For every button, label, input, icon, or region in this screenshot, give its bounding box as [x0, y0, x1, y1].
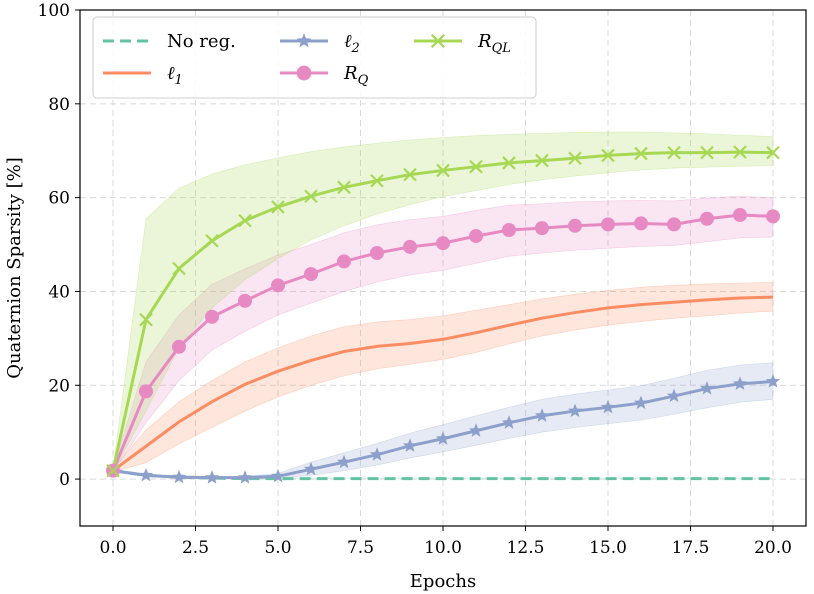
series-4-point [238, 213, 252, 228]
series-4-point [337, 180, 351, 195]
series-4-point [271, 200, 285, 214]
series-2-point [171, 469, 187, 484]
series-3-point [535, 221, 549, 236]
x-tick-label: 5.0 [264, 538, 291, 558]
series-3-point [304, 267, 318, 282]
series-2-point [270, 468, 286, 483]
series-0-band [112, 470, 773, 479]
series-4-point [502, 156, 516, 170]
series-3-point [172, 339, 186, 354]
confidence-bands [112, 131, 774, 479]
series-2-point [402, 438, 418, 452]
series-4-point [370, 173, 384, 188]
series-3-point [502, 223, 516, 238]
series-4-point [436, 163, 450, 178]
series-2-point [435, 431, 451, 445]
series-3-point [337, 254, 351, 269]
series-4-point [139, 312, 153, 327]
series-4-point [601, 148, 615, 163]
series-2-point [468, 423, 484, 437]
x-tick-label: 7.5 [347, 538, 374, 558]
y-tick-label: 0 [59, 470, 70, 490]
x-tick-label: 20.0 [754, 538, 792, 558]
series-2-band [112, 362, 774, 479]
series-2-point [138, 467, 154, 482]
series-4-band [112, 131, 774, 473]
series-4-point [106, 463, 120, 478]
series-3-point [238, 293, 252, 308]
series-3-point [766, 209, 780, 224]
legend-label-3: RQ [343, 63, 369, 88]
legend-marker-3 [296, 65, 312, 81]
series-2-point [534, 408, 550, 422]
series-4-point [403, 167, 417, 182]
series-2-point [600, 399, 616, 414]
series-markers [105, 145, 781, 484]
series-3-point [733, 207, 747, 222]
x-tick-label: 17.5 [672, 538, 710, 558]
series-4-point [172, 261, 186, 276]
series-3-point [601, 217, 615, 232]
series-3-point [568, 218, 582, 233]
series-4-point [304, 189, 318, 204]
x-tick-label: 0.0 [99, 538, 126, 558]
legend: No reg. ℓ1 ℓ2 RQ RQL [92, 16, 537, 99]
legend-label-0: No reg. [167, 31, 236, 52]
x-tick-label: 10.0 [424, 538, 462, 558]
series-2-point [732, 376, 748, 390]
series-3-point [139, 384, 153, 399]
series-2-point [369, 447, 385, 461]
y-tick-label: 100 [38, 1, 70, 21]
legend-label-1: ℓ1 [167, 63, 183, 88]
series-2-point [567, 403, 583, 418]
series-3-point [205, 309, 219, 324]
series-3-point [403, 239, 417, 254]
series-2-point [303, 461, 319, 476]
y-axis-title: Quaternion Sparsity [%] [4, 157, 25, 379]
series-2-point [633, 395, 649, 410]
series-2-point [501, 415, 517, 429]
series-4-point [568, 151, 582, 166]
series-4-point [766, 145, 780, 160]
series-4-point [634, 146, 648, 161]
series-3-point [370, 245, 384, 260]
legend-marker-2 [296, 33, 312, 48]
series-3-point [271, 278, 285, 293]
y-tick-label: 60 [48, 189, 70, 209]
series-3-point [667, 217, 681, 232]
series-3-point [436, 236, 450, 251]
series-4-point [700, 145, 714, 160]
series-2-point [204, 470, 220, 484]
y-tick-label: 20 [48, 376, 70, 396]
y-tick-label: 40 [48, 282, 70, 302]
series-3-point [634, 216, 648, 231]
legend-label-4: RQL [477, 31, 511, 56]
series-2-point [336, 454, 352, 469]
series-4-point [469, 159, 483, 174]
series-3-point [700, 211, 714, 226]
x-tick-label: 15.0 [589, 538, 627, 558]
series-3-band [112, 195, 774, 474]
series-2-point [237, 470, 253, 484]
series-1-line [112, 295, 774, 472]
legend-marker-4 [430, 33, 446, 49]
y-axis-ticks: 0 20 40 60 80 100 [38, 1, 80, 490]
x-tick-label: 2.5 [182, 538, 209, 558]
legend-box [92, 16, 537, 99]
x-axis-ticks: 0.0 2.5 5.0 7.5 10.0 12.5 15.0 17.5 20.0 [99, 526, 792, 558]
y-tick-label: 80 [48, 95, 70, 115]
series-4-point [667, 145, 681, 160]
series-2-point [666, 388, 682, 403]
x-tick-label: 12.5 [507, 538, 545, 558]
series-3-point [469, 229, 483, 244]
series-4-point [733, 145, 747, 159]
series-1-band [112, 282, 774, 473]
series-4-point [535, 153, 549, 168]
series-4-point [205, 234, 219, 248]
legend-label-2: ℓ2 [344, 31, 360, 56]
x-axis-title: Epochs [410, 571, 476, 592]
series-2-point [699, 381, 715, 395]
series-2-point [765, 374, 781, 388]
